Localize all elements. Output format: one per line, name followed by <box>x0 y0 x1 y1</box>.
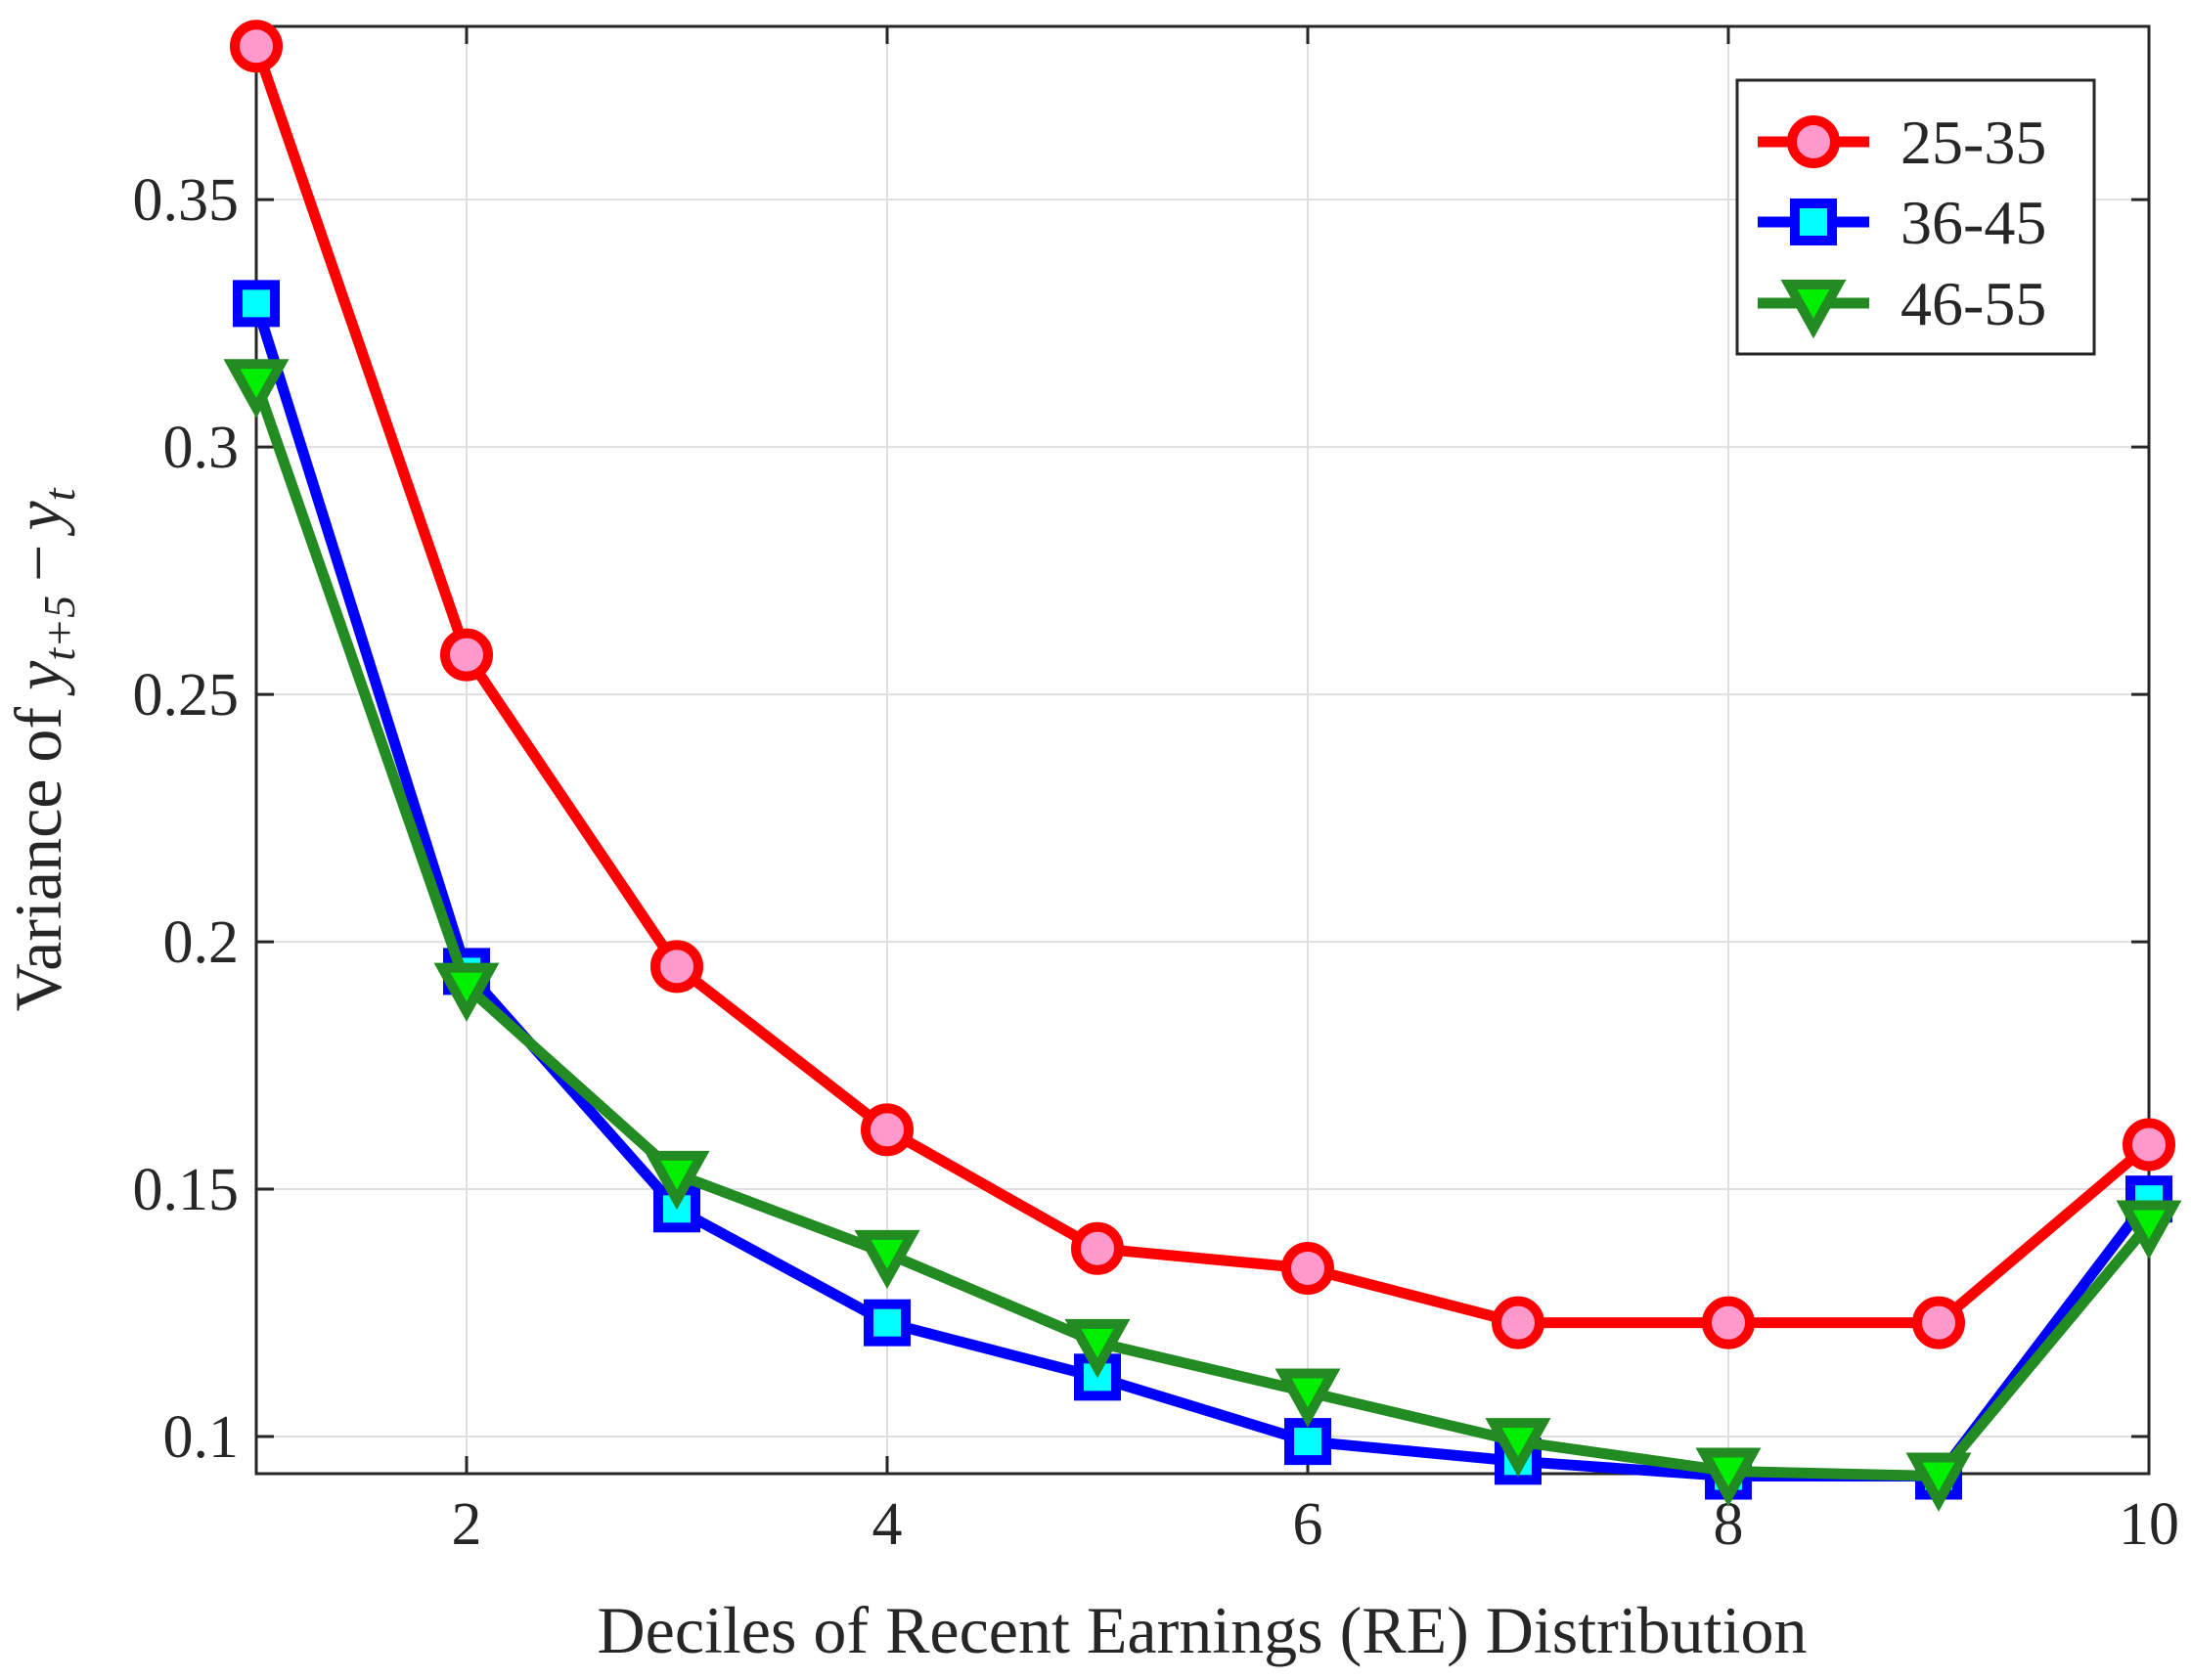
y-tick-label: 0.35 <box>133 167 240 234</box>
data-point <box>433 962 500 1022</box>
legend-label: 25-35 <box>1900 108 2046 177</box>
data-point <box>644 1150 710 1211</box>
x-tick-label: 2 <box>452 1491 482 1558</box>
data-point <box>1912 1296 1965 1349</box>
plot-area-frame <box>254 24 2151 1476</box>
y-axis-title-var1: y <box>1 660 75 696</box>
x-tick-label: 6 <box>1293 1491 1323 1558</box>
series-group <box>223 20 2182 1512</box>
data-point <box>1492 1296 1544 1349</box>
y-tick-label: 0.1 <box>163 1404 240 1471</box>
data-point <box>1274 1368 1341 1428</box>
y-axis-title-var2: y <box>1 501 75 537</box>
y-tick-label: 0.25 <box>133 662 240 729</box>
data-point <box>1281 1242 1334 1296</box>
legend-label: 46-55 <box>1900 269 2046 338</box>
data-point <box>1064 1318 1131 1379</box>
y-tick-label: 0.15 <box>133 1157 240 1223</box>
legend-marker <box>1780 280 1847 339</box>
y-axis-title-operator: − <box>1 545 75 582</box>
legend-marker <box>1787 115 1840 168</box>
legend-marker <box>1790 199 1837 245</box>
series-25-35 <box>230 20 2175 1349</box>
data-point <box>223 359 290 419</box>
data-point <box>440 628 493 682</box>
x-tick-label: 10 <box>2119 1491 2179 1558</box>
legend-item: 46-55 <box>1758 269 2046 339</box>
legend: 25-35 36-45 46-55 <box>1735 78 2096 356</box>
axis-ticks: 2 4 6 8 100.10.150.20.250.30.35 <box>133 26 2179 1558</box>
legend-item: 25-35 <box>1758 108 2046 177</box>
data-point <box>650 940 703 994</box>
data-point <box>1702 1296 1755 1349</box>
y-axis-title-sub1: t+5 <box>34 596 84 661</box>
legend-label: 36-45 <box>1900 188 2046 257</box>
data-point <box>1071 1221 1124 1275</box>
series-line <box>250 376 2155 1482</box>
data-point <box>2123 1118 2175 1172</box>
y-axis-title-prefix: Variance of <box>1 690 75 1011</box>
data-point <box>1485 1418 1551 1478</box>
data-point <box>1284 1418 1331 1466</box>
data-point <box>861 1103 914 1157</box>
data-point <box>233 280 280 328</box>
y-axis-title-sub2: t <box>34 487 84 501</box>
x-axis-title: Deciles of Recent Earnings (RE) Distribu… <box>598 1593 1808 1667</box>
data-point <box>1905 1452 1972 1512</box>
y-tick-label: 0.2 <box>163 909 240 976</box>
data-point <box>864 1299 911 1347</box>
data-point <box>1695 1447 1762 1507</box>
series-line <box>250 40 2155 1329</box>
data-point <box>854 1229 920 1290</box>
data-point <box>230 20 283 73</box>
series-46-55 <box>223 359 2182 1512</box>
y-axis-title: Variance of yt+5−yt <box>1 487 84 1011</box>
legend-item: 36-45 <box>1758 188 2046 257</box>
y-tick-label: 0.3 <box>163 415 240 481</box>
x-tick-label: 4 <box>872 1491 903 1558</box>
data-point <box>2116 1200 2182 1260</box>
